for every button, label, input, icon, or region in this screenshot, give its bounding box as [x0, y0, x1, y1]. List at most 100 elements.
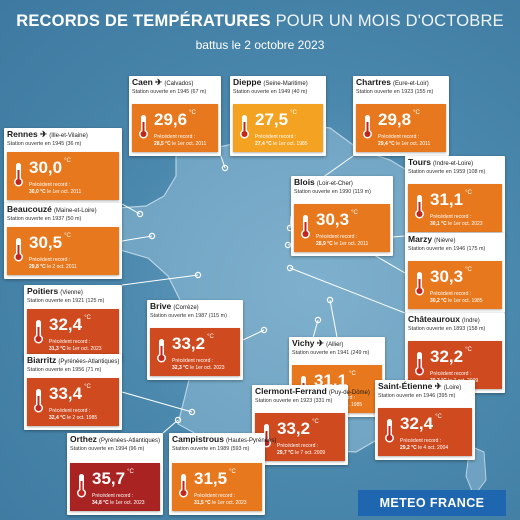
thermometer-icon [363, 115, 372, 139]
previous-record-detail: 31,3 °C le 1er oct. 2023 [49, 346, 102, 353]
record-unit: °C [351, 210, 358, 216]
previous-record-date: le 1er oct. 2011 [396, 140, 431, 147]
location-marker-tours [284, 241, 292, 249]
station-name: Saint-Étienne ✈ [378, 381, 442, 391]
record-unit: °C [435, 414, 442, 420]
record-number: 33,2 [277, 419, 311, 438]
title-bold: RECORDS DE TEMPÉRATURES [16, 12, 271, 30]
record-unit: °C [290, 110, 297, 116]
thermometer-icon [139, 115, 148, 139]
station-department: (Pyrénées-Atlantiques) [98, 438, 161, 444]
station-department: (Ille-et-Vilaine) [49, 133, 88, 139]
previous-record-label: Précédent record : [400, 438, 442, 444]
station-info: Station ouverte en 1987 (115 m) [150, 313, 227, 319]
station-name-line: Saint-Étienne ✈ (Loire) [378, 382, 472, 393]
thermometer-icon [14, 163, 23, 187]
thermometer-icon [240, 115, 249, 139]
station-name-line: Marzy (Nièvre) [408, 235, 502, 246]
location-marker-rennes [136, 210, 144, 218]
record-unit: °C [465, 190, 472, 196]
previous-record-value: 30,2 °C [430, 297, 447, 304]
record-value: 30,3 °C [316, 210, 358, 230]
station-card-blois: Blois (Loir-et-Cher) Station ouverte en 1… [291, 176, 393, 256]
previous-record-value: 27,4 °C [255, 140, 272, 147]
station-name-line: Brive (Corrèze) [150, 302, 240, 313]
temperature-tile: 30,3 °C Précédent record :30,2 °C le 1er o… [408, 261, 502, 309]
record-value: 31,1 °C [430, 190, 472, 210]
station-card-chartres: Chartres (Eure-et-Loir) Station ouverte e… [353, 76, 449, 156]
station-info: Station ouverte en 1941 (249 m) [292, 350, 370, 356]
station-info: Station ouverte en 1945 (36 m) [7, 141, 82, 147]
station-name-line: Clermont-Ferrand (Puy-de-Dôme) [255, 387, 370, 398]
station-info: Station ouverte en 1990 (119 m) [294, 189, 371, 195]
previous-record-date: le 1er oct. 2023 [67, 345, 102, 352]
temperature-tile: 31,1 °C Précédent record :30,1 °C le 1er o… [408, 184, 502, 232]
station-name-line: Dieppe (Seine-Maritime) [233, 78, 323, 89]
record-value: 33,2 °C [172, 334, 214, 354]
previous-record-label: Précédent record : [255, 134, 297, 140]
record-number: 33,4 [49, 384, 83, 403]
previous-record-value: 31,5 °C [194, 499, 211, 506]
station-name: Orthez [70, 434, 97, 444]
record-value: 30,5 °C [29, 233, 71, 253]
previous-record-value: 28,9 °C [316, 240, 333, 247]
station-name-line: Rennes ✈ (Ille-et-Vilaine) [7, 130, 119, 141]
station-name-line: Caen ✈ (Calvados) [132, 78, 218, 89]
previous-record-detail: 30,1 °C le 1er oct. 2023 [430, 221, 483, 228]
temperature-tile: 32,4 °C Précédent record :31,3 °C le 1er o… [27, 309, 119, 357]
location-marker-orthez [174, 416, 182, 424]
station-card-orthez: Orthez (Pyrénées-Atlantiques) Station ouv… [67, 433, 163, 515]
station-name-line: Campistrous (Hautes-Pyrénées) [172, 435, 276, 446]
connector-line-biarritz [121, 391, 193, 413]
previous-record: Précédent record :32,3 °C le 1er oct. 20… [172, 358, 225, 371]
temperature-tile: 33,2 °C Précédent record :32,3 °C le 1er o… [150, 328, 240, 376]
record-number: 30,3 [316, 210, 350, 229]
station-name: Poitiers [27, 286, 59, 296]
previous-record-value: 29,7 °C [277, 449, 294, 456]
station-info: Station ouverte en 1989 (593 m) [172, 446, 250, 452]
station-name: Châteauroux [408, 314, 460, 324]
connector-line-rennes [121, 203, 141, 215]
station-department: (Puy-de-Dôme) [328, 390, 370, 396]
previous-record-detail: 30,0 °C le 1er oct. 2011 [29, 189, 81, 196]
location-marker-vichy [326, 296, 334, 304]
station-card-tours: Tours (Indre-et-Loire) Station ouverte en… [405, 156, 505, 236]
previous-record-label: Précédent record : [29, 182, 71, 188]
record-unit: °C [229, 469, 236, 475]
record-value: 33,2 °C [277, 419, 319, 439]
connector-line-brive [242, 329, 265, 341]
thermometer-icon [385, 419, 394, 443]
previous-record-date: le 4 oct. 2004 [418, 444, 449, 451]
previous-record-label: Précédent record : [154, 134, 196, 140]
previous-record-date: le 1er oct. 2023 [448, 220, 483, 227]
station-info: Station ouverte en 1994 (96 m) [70, 446, 145, 452]
previous-record-value: 32,4 °C [49, 414, 66, 421]
temperature-tile: 33,2 °C Précédent record :29,7 °C le 7 oct… [255, 413, 345, 461]
previous-record-date: le 1er oct. 2023 [110, 499, 145, 506]
station-card-campistrous: Campistrous (Hautes-Pyrénées) Station ouv… [169, 433, 276, 515]
thermometer-icon [34, 389, 43, 413]
record-value: 30,3 °C [430, 267, 472, 287]
record-unit: °C [349, 371, 356, 377]
location-marker-biarritz [188, 408, 196, 416]
meteo-france-logo: METEO FRANCE [358, 490, 506, 516]
previous-record-date: le 2 oct. 1985 [67, 414, 98, 421]
previous-record: Précédent record :31,5 °C le 1er oct. 20… [194, 493, 247, 506]
previous-record-value: 31,3 °C [49, 345, 66, 352]
record-unit: °C [84, 384, 91, 390]
station-card-beaucouze: Beaucouzé (Maine-et-Loire) Station ouvert… [4, 203, 122, 279]
previous-record-detail: 29,7 °C le 7 oct. 2009 [277, 450, 325, 457]
station-card-brive: Brive (Corrèze) Station ouverte en 1987 (… [147, 300, 243, 380]
station-card-poitiers: Poitiers (Vienne) Station ouverte en 1921… [24, 285, 122, 361]
station-info: Station ouverte en 1949 (40 m) [233, 89, 308, 95]
station-name: Marzy [408, 234, 433, 244]
thermometer-icon [34, 320, 43, 344]
previous-record-detail: 29,8 °C le 2 oct. 2011 [29, 264, 77, 271]
previous-record-date: le 2 oct. 2011 [47, 263, 77, 270]
previous-record-label: Précédent record : [378, 134, 420, 140]
connector-line-orthez [162, 419, 179, 434]
record-unit: °C [465, 267, 472, 273]
record-value: 33,4 °C [49, 384, 91, 404]
previous-record: Précédent record :29,4 °C le 1er oct. 20… [378, 134, 430, 147]
record-value: 31,5 °C [194, 469, 236, 489]
